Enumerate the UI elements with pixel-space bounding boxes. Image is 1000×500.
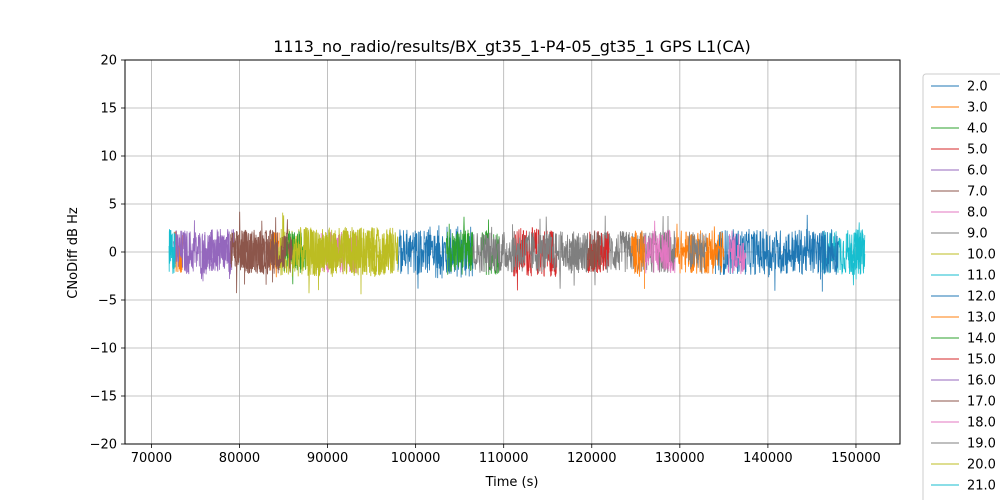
legend-label: 16.0 — [967, 374, 996, 389]
y-tick-label: −15 — [90, 390, 117, 405]
x-tick-label: 70000 — [131, 451, 172, 466]
x-tick-label: 100000 — [391, 451, 441, 466]
y-tick-label: −5 — [98, 294, 117, 309]
y-tick-label: −10 — [90, 342, 117, 357]
legend-label: 12.0 — [967, 290, 996, 305]
y-tick-label: 5 — [109, 198, 117, 213]
series-line-20.0 — [291, 226, 394, 295]
legend-box — [922, 73, 1000, 500]
legend-label: 19.0 — [967, 437, 996, 452]
legend-label: 6.0 — [967, 164, 988, 179]
y-tick-label: 20 — [100, 54, 117, 69]
legend-label: 9.0 — [967, 227, 988, 242]
x-tick-label: 80000 — [219, 451, 260, 466]
legend-label: 20.0 — [967, 458, 996, 473]
series-line-18.0 — [644, 220, 747, 275]
y-tick-label: 10 — [100, 150, 117, 165]
legend-label: 3.0 — [967, 101, 988, 116]
legend-label: 14.0 — [967, 332, 996, 347]
legend-label: 2.0 — [967, 80, 988, 95]
legend-label: 8.0 — [967, 206, 988, 221]
legend-label: 10.0 — [967, 248, 996, 263]
series-line-17.0 — [230, 217, 601, 283]
legend-label: 7.0 — [967, 185, 988, 200]
legend-label: 13.0 — [967, 311, 996, 326]
chart-title: 1113_no_radio/results/BX_gt35_1-P4-05_gt… — [273, 37, 750, 57]
series-line-21.0 — [846, 229, 866, 280]
legend-label: 4.0 — [967, 122, 988, 137]
y-axis-label: CNoDiff dB Hz — [66, 207, 81, 299]
y-tick-label: 15 — [100, 102, 117, 117]
x-tick-label: 120000 — [567, 451, 617, 466]
legend: 2.0 3.0 4.0 5.0 6.0 7.0 8.0 9.0 10.0 11.0 12.0 13.0… — [922, 73, 1000, 500]
x-tick-label: 140000 — [743, 451, 793, 466]
x-tick-label: 90000 — [307, 451, 348, 466]
legend-label: 11.0 — [967, 269, 996, 284]
legend-label: 18.0 — [967, 416, 996, 431]
x-axis-label: Time (s) — [485, 475, 539, 490]
x-tick-label: 150000 — [831, 451, 881, 466]
axis-ticks: 70000 80000 90000 100000 110000 120000 130000 1… — [90, 54, 881, 467]
x-tick-label: 110000 — [479, 451, 529, 466]
plot-area — [168, 211, 866, 295]
series-line-13.0 — [631, 223, 725, 289]
legend-label: 21.0 — [967, 479, 996, 494]
x-tick-label: 130000 — [655, 451, 705, 466]
legend-label: 15.0 — [967, 353, 996, 368]
y-tick-label: 0 — [109, 246, 117, 261]
legend-label: 5.0 — [967, 143, 988, 158]
series-line-19.0 — [472, 216, 707, 289]
y-tick-label: −20 — [90, 438, 117, 453]
series-line-16.0 — [203, 233, 232, 280]
legend-label: 17.0 — [967, 395, 996, 410]
